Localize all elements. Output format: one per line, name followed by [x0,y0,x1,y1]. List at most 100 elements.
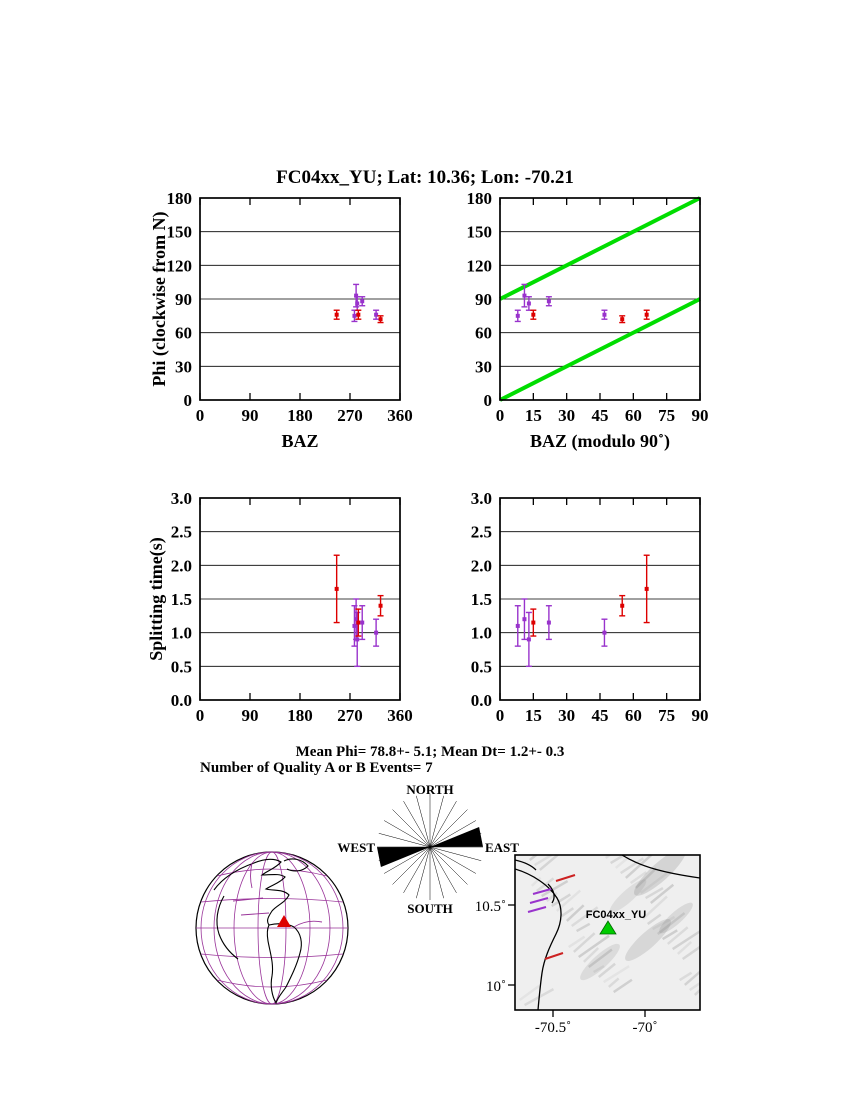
y-tick-label: 1.0 [171,624,192,643]
x-tick-label: 90 [692,406,709,425]
terrain-streak [541,880,569,898]
rose-spoke [429,846,457,894]
data-point [360,299,365,304]
terrain-streak [657,912,686,935]
data-point [354,293,359,298]
rose-spoke [403,846,431,894]
rose-east-label: EAST [485,840,519,855]
data-point [526,637,531,642]
y-tick-label: 3.0 [171,489,192,508]
event-count-text: Number of Quality A or B Events= 7 [200,760,433,776]
data-point [644,586,649,591]
phi-vs-baz-plot: 0 90 180 270 360 0 30 60 90 120 150 180 [167,189,413,425]
data-point [531,312,536,317]
terrain-streak [573,932,596,953]
terrain-streak [635,867,657,889]
terrain-streak [571,906,599,928]
terrain-shade [659,902,693,934]
rose-spoke [429,846,482,861]
x-tick-label: 60 [625,406,642,425]
y-tick-label: 2.5 [471,523,492,542]
data-point [378,603,383,608]
data-point [620,317,625,322]
map-ticks [508,904,646,1017]
x-tick-label: 90 [242,406,259,425]
data-point [334,312,339,317]
rose-spoke [429,795,444,848]
terrain-streak [592,965,605,974]
data-point [355,301,360,306]
null-direction-line [499,196,701,301]
data-point [526,301,531,306]
terrain-streak [613,978,633,994]
terrain-streak [620,857,645,875]
y-tick-label: 0 [484,391,493,410]
x-tick-label: 360 [387,406,413,425]
terrain-streak [652,915,676,931]
y-tick-label: 150 [167,223,193,242]
rose-spoke [429,846,468,885]
y-tick-label: 1.5 [471,590,492,609]
terrain-streak [688,971,700,992]
y-tick-label: 2.0 [171,556,192,575]
x-tick-label: 15 [525,706,542,725]
splitting-bar [544,952,564,960]
globe [195,851,349,1005]
terrain-streak [597,962,616,978]
data-point [360,620,365,625]
rose-spoke [416,795,431,848]
terrain-streak [639,869,672,894]
rose-diagram: NORTH SOUTH WEST EAST [337,782,519,916]
globe-station-marker-icon [277,915,291,927]
y-tick-label: 0.0 [171,691,192,710]
y-tick-label: 180 [167,189,193,208]
terrain-streak [630,871,647,885]
terrain-streak [550,893,571,908]
y-tick-label: 90 [175,290,192,309]
data-point [352,623,357,628]
x-tick-label: 270 [337,706,363,725]
terrain-streak [615,855,631,869]
null-direction-line [499,297,701,402]
splitting-bar [529,897,549,904]
map-coastlines [515,855,700,1010]
x-tick-label: 0 [196,706,205,725]
globe-graticule [196,851,348,1005]
splitting-bar [532,888,552,895]
data-point [354,617,359,622]
x-tick-label: 75 [658,706,675,725]
y-tick-label: 1.0 [471,624,492,643]
bazmod-axis-label: BAZ (modulo 90˚) [530,431,670,452]
x-tick-label: 30 [558,406,575,425]
terrain-streak [667,926,689,945]
data-point [531,620,536,625]
x-tick-label: 0 [496,706,505,725]
x-tick-label: 360 [387,706,413,725]
x-tick-label: 30 [558,706,575,725]
x-tick-label: 45 [592,406,609,425]
rose-south-label: SOUTH [407,901,453,916]
x-tick-label: 90 [242,706,259,725]
y-tick-label: 3.0 [471,489,492,508]
station-triangle-icon [599,920,617,935]
map-terrain [519,855,700,1007]
rose-north-label: NORTH [406,782,453,797]
data-point [355,637,360,642]
data-point [374,630,379,635]
terrain-shade [580,943,620,981]
page-title: FC04xx_YU; Lat: 10.36; Lon: -70.21 [276,167,574,188]
x-tick-label: 270 [337,406,363,425]
y-tick-label: 60 [175,324,192,343]
rose-spoke [429,809,468,848]
data-point [356,620,361,625]
terrain-streak [568,935,586,949]
rose-spoke [383,846,431,874]
terrain-streak [645,887,664,900]
data-point [602,312,607,317]
station-label: FC04xx_YU [586,909,647,921]
terrain-streak [561,907,575,918]
dt-vs-bazmod-plot: 0 15 30 45 60 75 90 0.0 0.5 1.0 1.5 2.0 2.5 3.0 [471,489,709,725]
map-xtick-label: -70.5˚ [535,1020,571,1036]
